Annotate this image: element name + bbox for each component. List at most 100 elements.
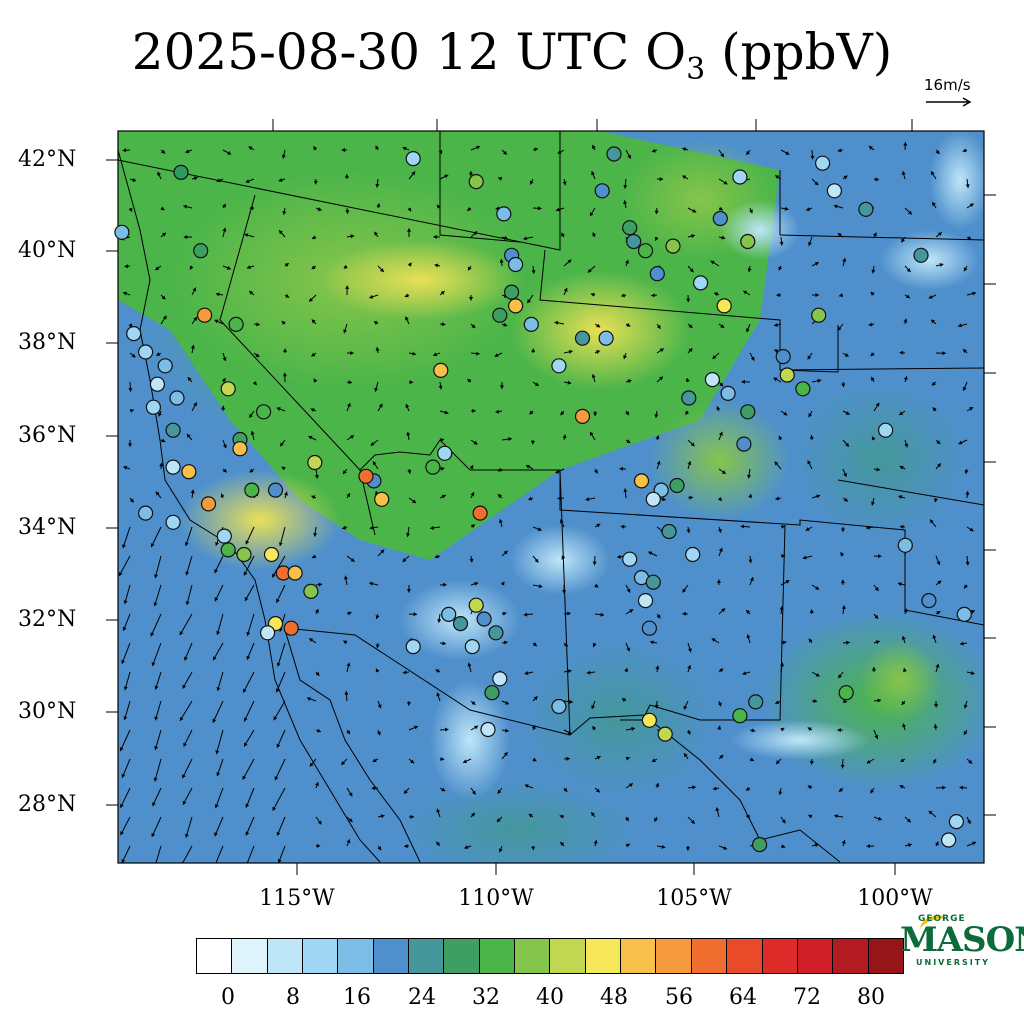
wind-arrow-head <box>344 691 349 695</box>
wind-arrow-head <box>151 662 156 667</box>
wind-arrow-head <box>593 840 598 844</box>
wind-arrow <box>274 758 286 781</box>
wind-arrow-head <box>623 185 628 189</box>
wind-arrow-head <box>346 662 351 667</box>
wind-arrow-head <box>841 383 846 388</box>
wind-arrow-head <box>161 438 166 443</box>
wind-arrow-head <box>714 292 719 297</box>
wind-arrow-head <box>969 407 974 411</box>
colorbar-cell <box>656 939 692 973</box>
wind-arrow-head <box>497 467 502 472</box>
wind-arrow <box>272 787 286 812</box>
wind-arrow-head <box>687 665 692 669</box>
station-marker <box>779 367 795 383</box>
wind-arrow-head <box>375 347 380 351</box>
wind-arrow-head <box>474 725 479 730</box>
station-marker <box>921 592 937 609</box>
wind-arrow-head <box>221 405 226 410</box>
wind-arrow-head <box>276 598 280 603</box>
wind-arrow-head <box>463 759 468 764</box>
station-marker <box>740 233 756 250</box>
wind-arrow-head <box>782 640 787 645</box>
wind-arrow-head <box>870 789 875 794</box>
wind-arrow-head <box>557 496 562 501</box>
wind-arrow-head <box>567 669 572 674</box>
station-marker <box>492 307 508 323</box>
station-marker <box>468 597 484 613</box>
wind-arrow-head <box>248 146 253 151</box>
wind-arrow <box>246 845 255 863</box>
wind-arrow-head <box>901 238 905 243</box>
wind-arrow <box>151 642 162 667</box>
wind-arrow-head <box>625 817 629 822</box>
wind-arrow-head <box>624 668 629 672</box>
wind-arrow-head <box>192 287 197 292</box>
wind-arrow-head <box>958 323 962 328</box>
wind-arrow <box>118 555 131 577</box>
wind-arrow-head <box>595 350 600 355</box>
wind-arrow-head <box>311 235 316 240</box>
wind-arrow-head <box>346 730 350 735</box>
wind-arrow-head <box>963 267 968 272</box>
wind-arrow-head <box>533 696 538 701</box>
station-markers <box>114 146 972 853</box>
wind-arrow-head <box>350 350 354 356</box>
station-marker <box>425 459 441 475</box>
wind-arrow-head <box>184 656 188 661</box>
wind-arrow-head <box>746 814 750 819</box>
wind-arrow-head <box>626 322 631 327</box>
station-marker <box>138 505 154 521</box>
wind-arrow-head <box>629 609 634 613</box>
wind-arrow-head <box>875 177 879 182</box>
wind-arrow-head <box>124 264 129 269</box>
wind-arrow-head <box>376 731 381 736</box>
wind-arrow-head <box>592 144 596 149</box>
title-subscript: 3 <box>686 52 706 87</box>
wind-arrow-head <box>226 265 231 270</box>
wind-arrow-head <box>958 440 963 445</box>
wind-arrow-head <box>498 176 503 181</box>
wind-arrow-head <box>407 469 412 474</box>
station-marker <box>437 445 453 461</box>
wind-arrow-head <box>898 495 903 500</box>
colorbar-label: 24 <box>408 985 436 1010</box>
wind-arrow-head <box>963 349 967 354</box>
map-title: 2025-08-30 12 UTC O3 (ppbV) <box>0 22 1024 100</box>
wind-arrow-head <box>154 574 159 579</box>
wind-arrow-head <box>907 843 912 848</box>
wind-arrow-head <box>470 492 475 497</box>
station-marker <box>126 326 142 342</box>
wind-arrow-head <box>591 812 596 817</box>
wind-arrow-head <box>281 321 286 325</box>
wind-arrow-head <box>746 150 751 155</box>
wind-arrow-head <box>781 819 786 824</box>
wind-arrow-head <box>119 747 124 752</box>
wind-arrow-head <box>965 491 970 495</box>
colorbar <box>196 938 904 974</box>
colorbar-cell <box>515 939 551 973</box>
station-marker <box>244 482 260 498</box>
wind-arrow-head <box>123 600 128 605</box>
wind-arrow-head <box>375 615 380 620</box>
wind-arrow-head <box>566 756 570 761</box>
wind-arrow-head <box>534 382 539 386</box>
station-marker <box>157 358 173 374</box>
wind-arrow-head <box>781 553 786 559</box>
wind-arrow-head <box>810 155 815 160</box>
wind-arrow-head <box>374 387 379 392</box>
wind-arrow-head <box>378 403 383 408</box>
station-marker <box>220 542 236 558</box>
wind-arrow-head <box>656 614 661 619</box>
station-marker <box>940 832 957 848</box>
wind-arrow-head <box>685 410 690 415</box>
colorbar-cell <box>479 939 516 973</box>
wind-arrow-head <box>438 385 443 390</box>
wind-arrow <box>121 642 131 664</box>
wind-arrow-head <box>505 700 510 705</box>
wind-arrow-head <box>839 293 843 298</box>
wind-arrow-head <box>313 532 318 537</box>
wind-arrow-head <box>282 211 287 215</box>
wind-arrow-head <box>222 468 227 473</box>
wind-arrow-head <box>815 292 819 298</box>
station-marker <box>649 266 665 282</box>
